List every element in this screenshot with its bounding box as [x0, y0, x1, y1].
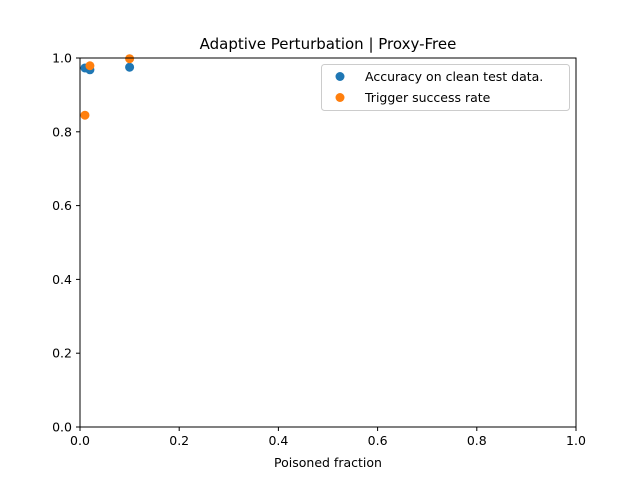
y-tick-label: 0.8 — [52, 124, 72, 139]
data-point-trigger — [80, 110, 90, 120]
y-tick-label: 0.4 — [52, 272, 72, 287]
legend-marker-accuracy — [335, 72, 345, 81]
x-tick-label: 0.2 — [169, 433, 189, 448]
y-tick-label: 0.6 — [52, 198, 72, 213]
y-tick-label: 0.0 — [52, 420, 72, 435]
data-point-accuracy — [125, 62, 135, 72]
x-tick-label: 1.0 — [566, 433, 586, 448]
x-axis-ticks: 0.0 0.2 0.4 0.6 0.8 1.0 — [70, 427, 586, 448]
y-axis-ticks: 0.0 0.2 0.4 0.6 0.8 1.0 — [52, 51, 80, 435]
data-point-trigger — [125, 54, 135, 64]
legend-marker-trigger — [335, 93, 345, 102]
legend-box — [321, 64, 570, 111]
y-tick-label: 1.0 — [52, 51, 72, 66]
legend-label-trigger: Trigger success rate — [364, 90, 491, 105]
y-tick-label: 0.2 — [52, 346, 72, 361]
chart-title: Adaptive Perturbation | Proxy-Free — [200, 35, 457, 53]
plot-frame — [79, 57, 577, 428]
legend-label-accuracy: Accuracy on clean test data. — [365, 69, 543, 84]
x-tick-label: 0.8 — [467, 433, 487, 448]
x-tick-label: 0.4 — [268, 433, 288, 448]
x-axis-title: Poisoned fraction — [274, 455, 382, 470]
legend: Accuracy on clean test data. Trigger suc… — [321, 64, 570, 111]
data-point-trigger — [85, 61, 95, 71]
x-tick-label: 0.6 — [368, 433, 388, 448]
data-points — [80, 54, 135, 120]
x-tick-label: 0.0 — [70, 433, 90, 448]
